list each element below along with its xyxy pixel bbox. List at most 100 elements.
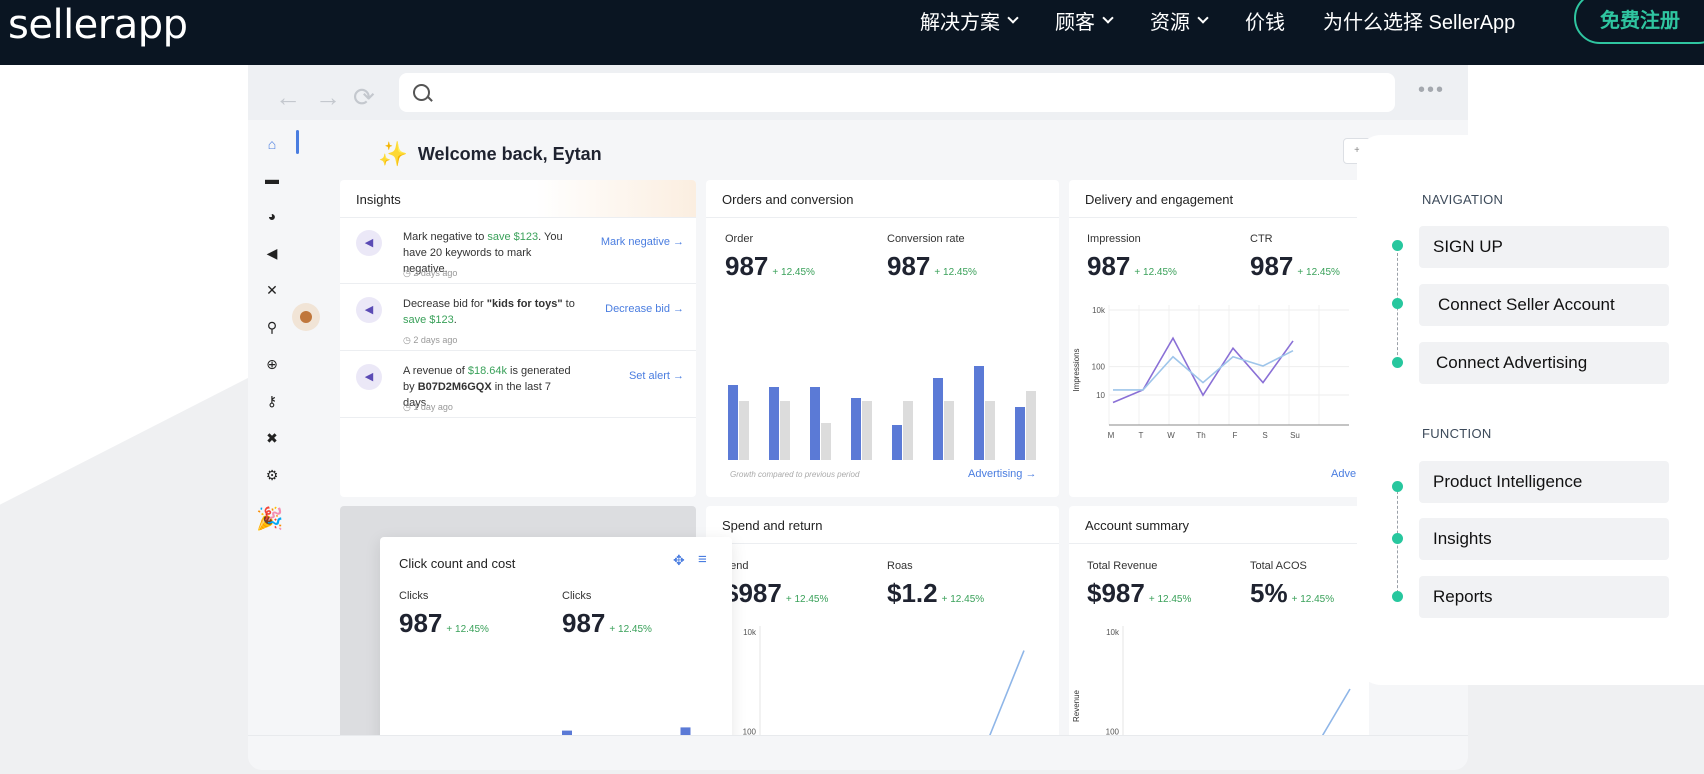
click-card: Click count and cost ✥ ≡ Clicks 987 + 12.… xyxy=(380,537,732,770)
x-tick-label: F xyxy=(1233,431,1238,440)
mark-negative-link: Mark negative → xyxy=(600,236,684,248)
browser-toolbar: ← → ⟳ ••• xyxy=(248,65,1468,120)
impressions-line-chart: 10k 100 10 Impressions M T W Th F S Su xyxy=(1072,305,1349,440)
y-tick-label: 10k xyxy=(1092,306,1106,315)
feature-navigation-panel: NAVIGATION SIGN UP Connect Seller Accoun… xyxy=(1357,135,1704,685)
clicks-value: 987 + 12.45% xyxy=(399,608,489,638)
timeline-dot xyxy=(1392,481,1403,492)
connect-seller-account-item[interactable]: Connect Seller Account xyxy=(1419,284,1669,326)
more-icon: ••• xyxy=(1418,79,1446,101)
nav-solutions[interactable]: 解决方案 xyxy=(920,6,1019,35)
tools-icon: ✖ xyxy=(266,430,278,446)
x-tick-label: Th xyxy=(1196,431,1205,440)
y-tick-label: 100 xyxy=(1106,727,1120,736)
avatar xyxy=(292,303,320,331)
insights-item[interactable]: Insights xyxy=(1419,518,1669,560)
navigation-section-label: NAVIGATION xyxy=(1422,192,1504,207)
total-revenue-label: Total Revenue xyxy=(1087,560,1158,572)
app-sidebar: ⌂ ▬ ◕ ◀ ✕ ⚲ ⊕ ⚷ ✖ ⚙ 🎉 xyxy=(248,120,320,735)
insight-text: A revenue of $18.64k is generated by B07… xyxy=(403,365,571,409)
menu-icon: ≡ xyxy=(698,551,707,568)
divider xyxy=(706,543,1059,544)
megaphone-icon: ◀ xyxy=(356,364,382,390)
clicks-value: 987 + 12.45% xyxy=(562,608,652,638)
set-alert-link: Set alert → xyxy=(628,370,684,382)
sign-up-item[interactable]: SIGN UP xyxy=(1419,226,1669,268)
insights-header-gradient xyxy=(536,180,696,217)
insight-time: ◷ 1 day ago xyxy=(403,402,453,412)
timeline-dot xyxy=(1392,357,1403,368)
y-tick-label: 10k xyxy=(743,628,757,637)
insight-time: ◷ 2 days ago xyxy=(403,335,458,345)
bar-previous xyxy=(944,401,954,460)
y-axis-label: Revenue xyxy=(1072,689,1081,722)
sparkle-icon: ✨ xyxy=(378,141,408,168)
spend-title: Spend and return xyxy=(722,518,823,533)
impression-value: 987 + 12.45% xyxy=(1087,251,1177,281)
insight-time: ◷ 2 days ago xyxy=(403,268,458,278)
nav-why-sellerapp[interactable]: 为什么选择 SellerApp xyxy=(1323,11,1516,34)
zoom-icon: ⊕ xyxy=(266,356,278,372)
search-icon xyxy=(413,84,430,101)
bar-previous xyxy=(739,401,749,460)
delivery-title: Delivery and engagement xyxy=(1085,192,1234,207)
nav-pricing[interactable]: 价钱 xyxy=(1245,11,1285,34)
click-title: Click count and cost xyxy=(399,556,516,571)
roas-value: $1.2 + 12.45% xyxy=(887,578,985,608)
order-label: Order xyxy=(725,233,754,245)
total-acos-value: 5% + 12.45% xyxy=(1250,578,1335,608)
bar-current xyxy=(728,385,738,460)
advertising-link: Advertising → xyxy=(968,468,1037,480)
orders-bar-chart xyxy=(728,366,1036,460)
location-pin-icon: ⚲ xyxy=(266,319,278,335)
sidebar-active-indicator xyxy=(296,130,299,154)
ctr-label: CTR xyxy=(1250,233,1273,245)
divider xyxy=(1069,217,1369,218)
insight-row: ◀ A revenue of $18.64k is generated by B… xyxy=(340,352,696,418)
reload-icon: ⟳ xyxy=(353,82,375,112)
move-icon: ✥ xyxy=(673,552,685,568)
browser-bottom xyxy=(248,735,1468,770)
chevron-down-icon xyxy=(1007,11,1019,24)
divider xyxy=(340,217,696,218)
advertising-link: Adve xyxy=(1331,468,1357,480)
delivery-card: Delivery and engagement Impression 987 + … xyxy=(1069,180,1369,497)
welcome-text: Welcome back, Eytan xyxy=(417,144,602,164)
key-icon: ⚷ xyxy=(266,393,278,409)
nav-links: 解决方案 顾客 资源 价钱 为什么选择 SellerApp xyxy=(920,0,1553,40)
nav-resources[interactable]: 资源 xyxy=(1150,6,1209,35)
clicks-label: Clicks xyxy=(399,590,429,602)
x-tick-label: W xyxy=(1167,431,1175,440)
dashboard-screenshot: ← → ⟳ ••• ⌂ ▬ ◕ ◀ ✕ ⚲ ⊕ ⚷ ✖ ⚙ 🎉 ✨ Welcom… xyxy=(248,65,1468,770)
x-tick-label: Su xyxy=(1290,431,1300,440)
account-title: Account summary xyxy=(1085,518,1190,533)
timeline-dot xyxy=(1392,298,1403,309)
nav-customers[interactable]: 顾客 xyxy=(1055,6,1114,35)
orders-card: Orders and conversion Order 987 + 12.45% … xyxy=(706,180,1059,497)
ctr-value: 987 + 12.45% xyxy=(1250,251,1340,281)
insight-row: ◀ Decrease bid for "kids for toys" to sa… xyxy=(340,285,696,351)
impression-label: Impression xyxy=(1087,233,1141,245)
timeline-dot xyxy=(1392,240,1403,251)
timeline-dot xyxy=(1392,591,1403,602)
reports-item[interactable]: Reports xyxy=(1419,576,1669,618)
conversion-value: 987 + 12.45% xyxy=(887,251,977,281)
insight-text: Mark negative to save $123. You have 20 … xyxy=(403,231,563,275)
series-line xyxy=(1112,336,1294,404)
sellerapp-logo[interactable]: sellerapp xyxy=(8,2,188,48)
connect-advertising-item[interactable]: Connect Advertising xyxy=(1419,342,1669,384)
bar-current xyxy=(769,387,779,460)
bar-current xyxy=(933,378,943,460)
account-card: Account summary Total Revenue $987 + 12.4… xyxy=(1069,506,1369,756)
bar-previous xyxy=(1026,391,1036,460)
clicks-label: Clicks xyxy=(562,590,592,602)
bar-previous xyxy=(780,401,790,460)
network-icon: ✕ xyxy=(266,282,278,298)
insights-card: Insights ◀ Mark negative to save $123. Y… xyxy=(340,180,696,497)
megaphone-icon: ◀ xyxy=(266,245,278,261)
y-tick-label: 100 xyxy=(743,727,757,736)
product-intelligence-item[interactable]: Product Intelligence xyxy=(1419,461,1669,503)
insight-row: ◀ Mark negative to save $123. You have 2… xyxy=(340,218,696,284)
free-signup-button[interactable]: 免费注册 xyxy=(1574,0,1704,44)
top-navigation: sellerapp 解决方案 顾客 资源 价钱 为什么选择 SellerApp … xyxy=(0,0,1704,65)
